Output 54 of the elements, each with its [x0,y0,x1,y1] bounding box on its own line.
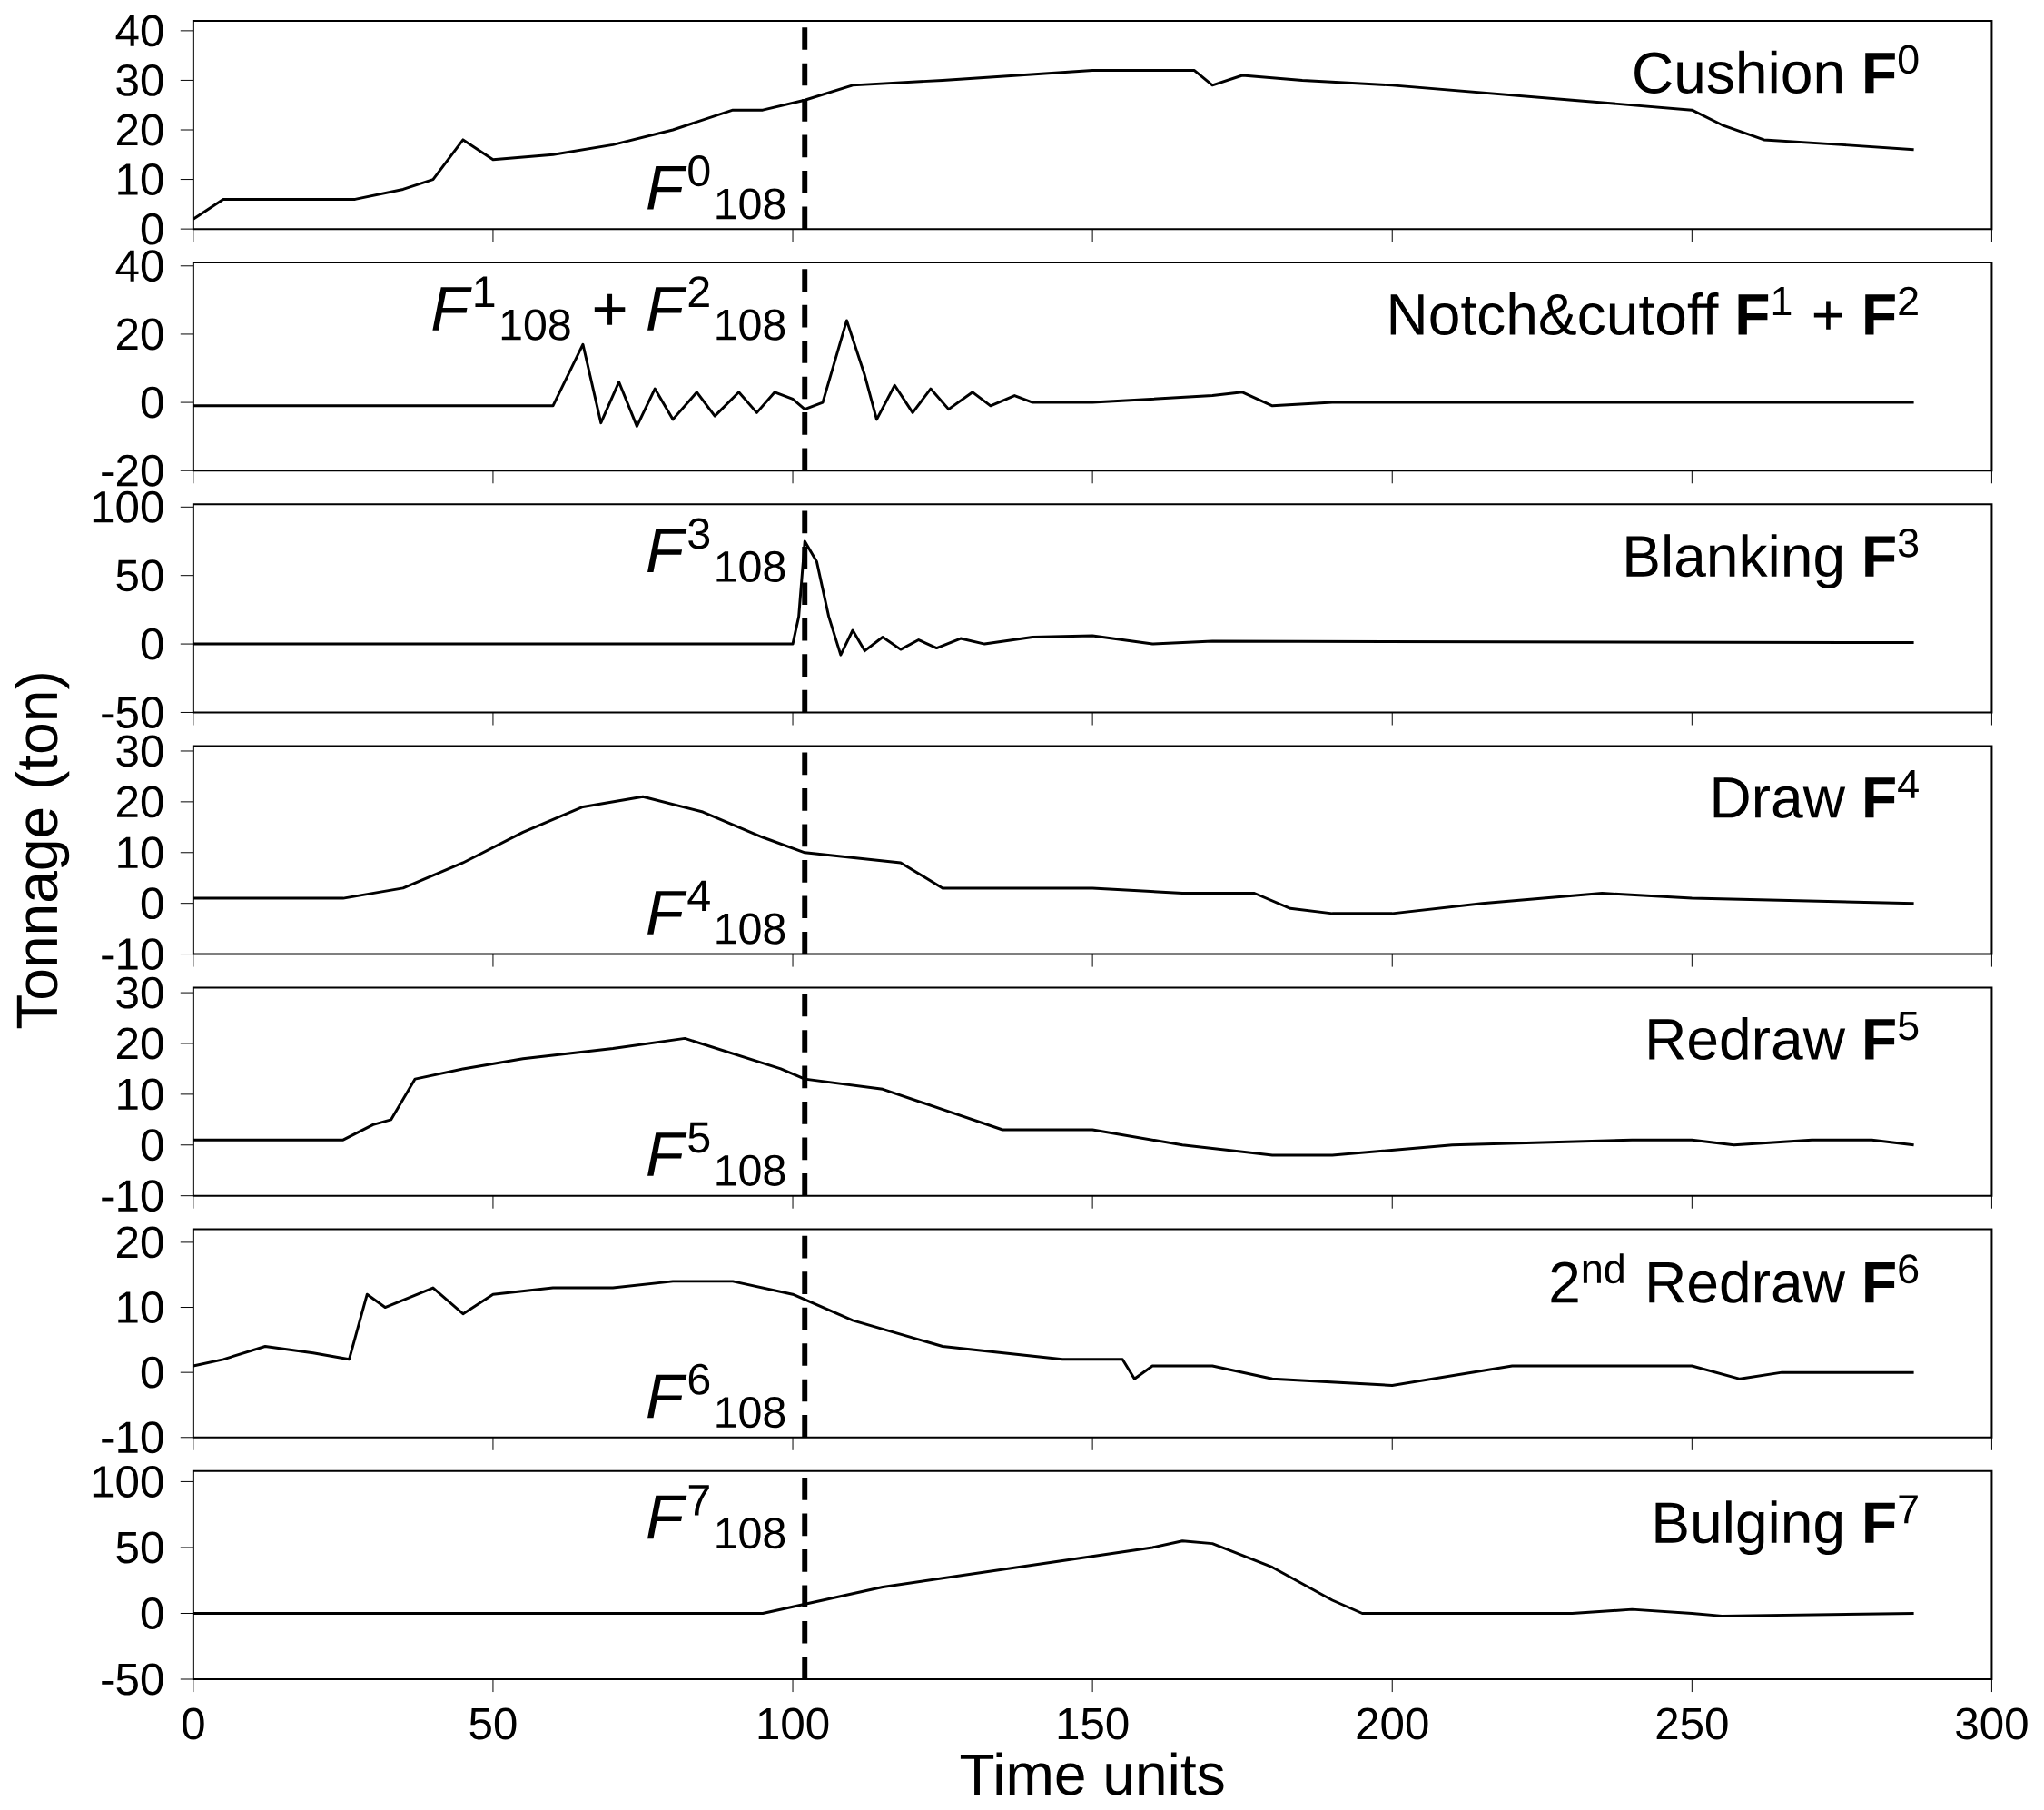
ref-line-label: F$^{5}$108 [647,1122,785,1186]
y-tick-label: 0 [141,1129,163,1162]
ref-line-label: F$^{1}$$_{108}$ + F$^{2}$108 [432,276,785,341]
y-tick-label: 20 [116,1027,163,1060]
y-tick-label: -50 [102,1663,163,1696]
chart-title: Notch&cutoff F$^{1}$ + F$^{2}$ [1390,286,1918,336]
y-tick-label: 100 [93,490,163,523]
ref-line-label: F$^{7}$108 [647,1485,785,1549]
ref-line-label: F$^{6}$108 [647,1363,785,1429]
x-tick-label: 100 [758,1707,829,1740]
y-tick-label: 30 [116,976,163,1009]
y-tick-label: 50 [116,559,163,592]
y-tick-label: 10 [118,163,163,195]
chart-title: Draw F$^{4}$ [1713,769,1919,818]
x-tick-label: 50 [469,1707,517,1740]
y-tick-label: 20 [116,114,163,146]
y-tick-label: 0 [141,1356,163,1389]
y-tick-label: 20 [116,1226,163,1259]
y-tick-label: -10 [102,938,163,970]
y-tick-label: 0 [141,1597,163,1629]
y-tick-label: 10 [118,1291,163,1323]
y-tick-label: 0 [141,213,163,245]
y-axis-title: Tonnage (ton) [15,674,70,1029]
y-tick-label: 30 [116,735,163,767]
x-tick-label: 0 [183,1707,204,1740]
y-tick-label: 40 [115,250,163,282]
x-axis-title: Time units [960,1752,1224,1795]
y-tick-label: 40 [115,15,163,47]
y-tick-label: 0 [141,628,163,660]
x-tick-label: 200 [1357,1707,1428,1740]
y-tick-label: 10 [118,1078,163,1111]
x-tick-label: 250 [1656,1707,1728,1740]
y-tick-label: 100 [93,1465,163,1498]
y-tick-label: -20 [102,454,163,487]
y-tick-label: 20 [116,786,163,818]
y-tick-label: 50 [116,1531,163,1564]
chart-title: Cushion F$^{0}$ [1634,45,1919,94]
chart-title: Blanking F$^{3}$ [1626,528,1919,588]
ref-line-label: F$^{4}$108 [647,880,785,945]
y-tick-label: -10 [102,1180,163,1212]
ref-line-label: F$^{3}$108 [647,518,785,582]
x-tick-label: 300 [1956,1707,2028,1740]
y-tick-label: 0 [141,386,163,419]
y-tick-label: -10 [102,1421,163,1454]
y-tick-label: 10 [118,836,163,869]
chart-title: Redraw F$^{5}$ [1649,1012,1919,1061]
y-tick-label: -50 [102,697,163,728]
y-tick-label: 30 [116,64,163,96]
y-tick-label: 20 [116,318,163,351]
y-tick-label: 0 [141,887,163,920]
x-tick-label: 150 [1058,1707,1129,1740]
chart-title: 2$^{nd}$ Redraw F$^{6}$ [1551,1253,1919,1303]
chart-title: Bulging F$^{7}$ [1655,1495,1918,1556]
ref-line-label: F$^{0}$108 [647,154,785,220]
